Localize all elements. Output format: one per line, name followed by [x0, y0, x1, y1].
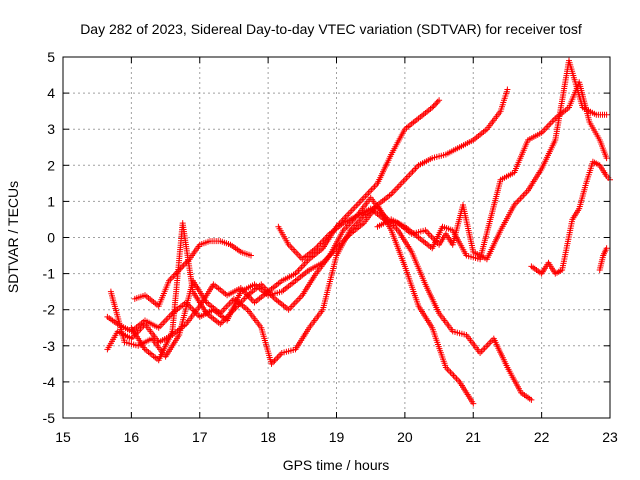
y-tick-label: 1 [47, 193, 55, 209]
series-track-3 [107, 202, 477, 407]
series-track-4 [128, 194, 535, 403]
series-track-1 [104, 97, 443, 353]
x-tick-label: 18 [260, 429, 276, 445]
series-markers-track-2 [104, 86, 511, 335]
x-tick-label: 23 [602, 429, 618, 445]
x-tick-label: 15 [55, 429, 71, 445]
y-tick-label: 5 [47, 49, 55, 65]
grid-lines [63, 57, 610, 418]
series-track-5 [131, 238, 254, 310]
series-track-7 [374, 79, 610, 263]
series-track-9 [596, 245, 610, 273]
series-markers-track-8 [528, 158, 613, 277]
x-tick-label: 21 [465, 429, 481, 445]
x-tick-label: 22 [534, 429, 550, 445]
y-tick-label: -4 [43, 374, 56, 390]
series-track-2 [104, 86, 511, 335]
series-markers-track-9 [596, 245, 610, 273]
series-markers-track-6 [275, 57, 610, 263]
x-tick-label: 19 [329, 429, 345, 445]
series-track-8 [528, 158, 613, 277]
y-axis-label: SDTVAR / TECUs [5, 181, 21, 293]
x-tick-label: 17 [192, 429, 208, 445]
y-tick-label: 4 [47, 85, 55, 101]
y-tick-label: -2 [43, 302, 56, 318]
y-tick-label: -5 [43, 410, 56, 426]
series-markers-track-3 [107, 202, 477, 407]
data-series [104, 57, 613, 407]
x-tick-label: 20 [397, 429, 413, 445]
x-tick-label: 16 [124, 429, 140, 445]
series-markers-track-1 [104, 97, 443, 353]
y-tick-label: 2 [47, 157, 55, 173]
y-tick-label: 0 [47, 230, 55, 246]
y-tick-label: -3 [43, 338, 56, 354]
plot-frame [62, 56, 611, 419]
y-tick-label: 3 [47, 121, 55, 137]
series-markers-track-4 [128, 194, 535, 403]
chart-title: Day 282 of 2023, Sidereal Day-to-day VTE… [80, 21, 582, 37]
series-track-6 [275, 57, 610, 263]
series-markers-track-7 [374, 79, 610, 263]
y-tick-label: -1 [43, 266, 56, 282]
series-markers-track-5 [131, 238, 254, 310]
x-axis-label: GPS time / hours [283, 457, 390, 473]
